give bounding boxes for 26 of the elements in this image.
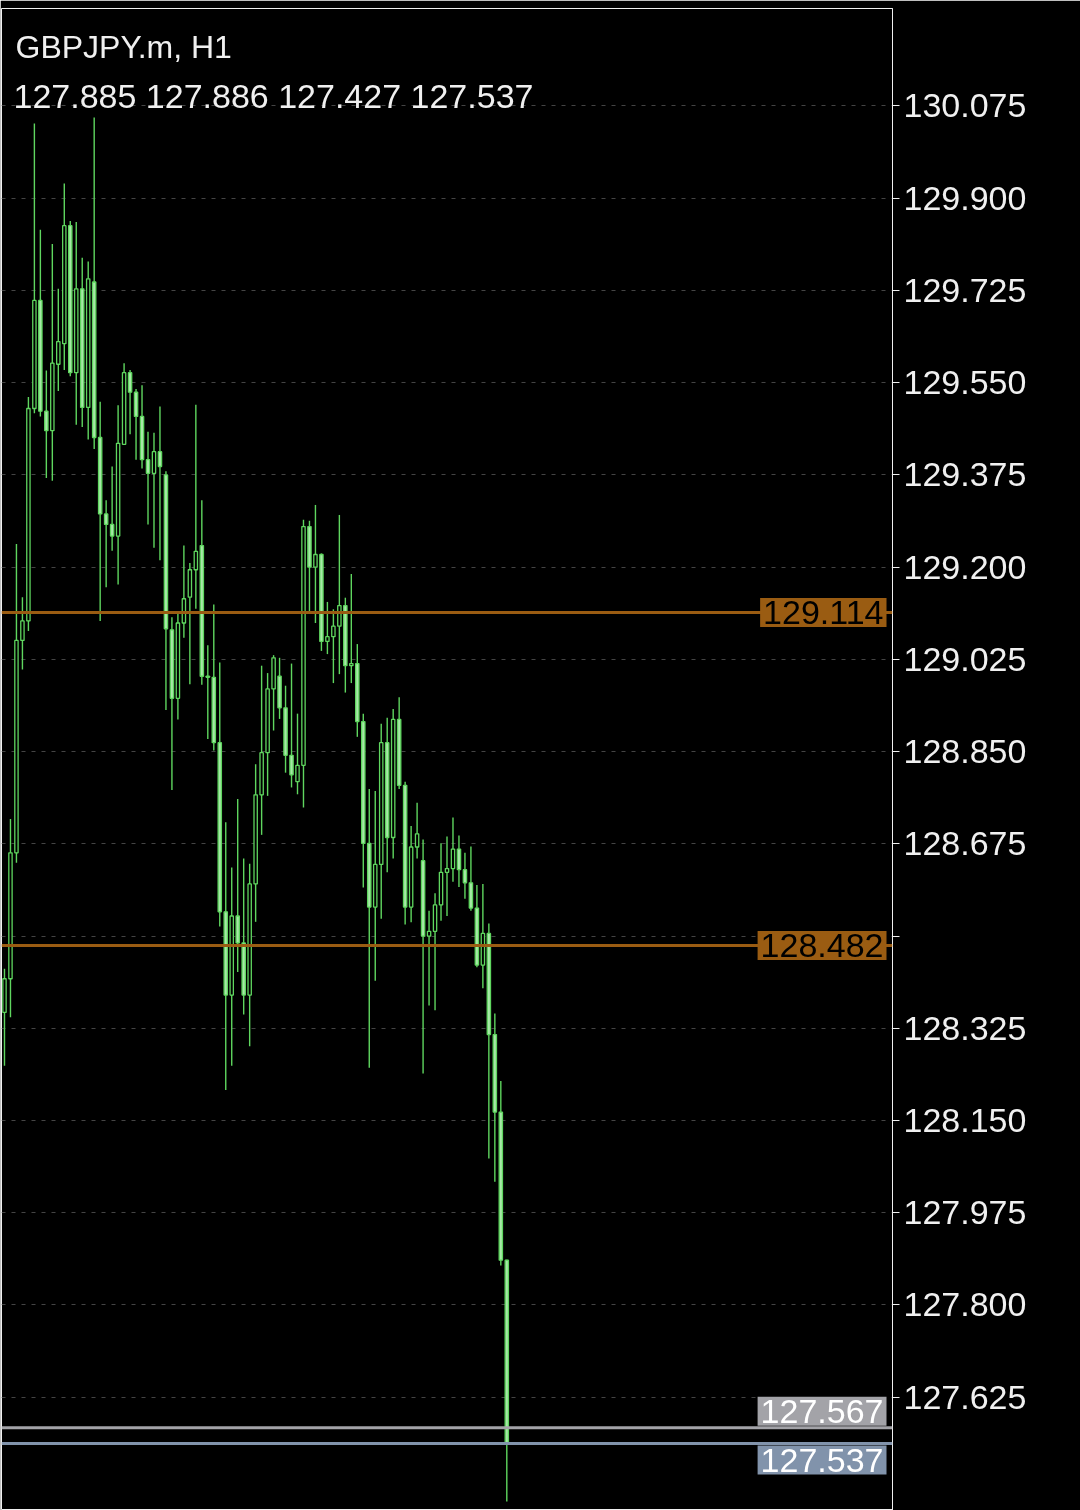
- y-tick-label: 128.150: [903, 1101, 1027, 1140]
- y-tick-label: 130.075: [903, 86, 1027, 125]
- y-tick-label: 127.800: [903, 1285, 1027, 1324]
- candlestick: [109, 465, 115, 552]
- candlestick: [426, 910, 432, 1007]
- y-tick-label: 129.375: [903, 455, 1027, 494]
- y-tick-label: 129.025: [903, 639, 1027, 678]
- y-tick-label: 129.900: [903, 178, 1027, 217]
- ref-line-label: 127.537: [760, 1440, 884, 1479]
- y-tick-label: 128.325: [903, 1008, 1027, 1047]
- candlestick: [103, 499, 109, 588]
- y-tick-label: 129.725: [903, 270, 1027, 309]
- ref-line-label: 127.567: [760, 1391, 884, 1430]
- y-tick-label: 127.975: [903, 1193, 1027, 1232]
- y-tick-label: 127.625: [903, 1377, 1027, 1416]
- y-tick-label: 129.550: [903, 363, 1027, 402]
- text: GBPJPY.m, H1: [15, 28, 232, 65]
- ref-line-label: 129.114: [763, 592, 884, 631]
- candlestick: [145, 431, 151, 526]
- ref-line-label: 128.482: [760, 926, 884, 965]
- y-tick-label: 129.200: [903, 547, 1027, 586]
- candlestick: [444, 835, 450, 917]
- candlestick: [414, 802, 420, 860]
- y-tick-label: 128.675: [903, 824, 1027, 863]
- text: 127.885 127.886 127.427 127.537: [13, 76, 534, 115]
- y-tick-label: 128.850: [903, 732, 1027, 771]
